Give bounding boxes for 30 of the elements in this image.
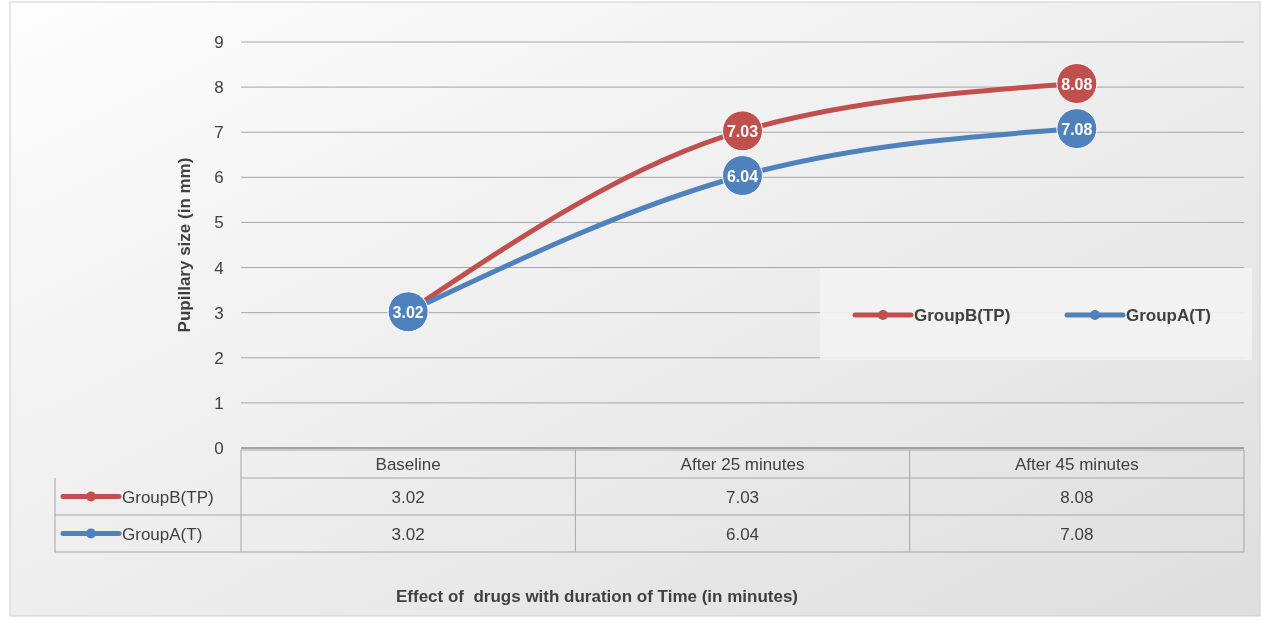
y-tick-label: 3 [214,303,224,323]
text: 3.02 [392,303,424,321]
text: 6.04 [726,167,759,185]
text: 7.03 [726,122,759,140]
data-label: 3.02 [391,524,425,544]
data-label: 6.04 [725,524,760,544]
y-tick-label: 9 [214,33,224,52]
y-axis-title: Pupillary size (in mm) [175,157,194,333]
x-tick-label: Baseline [375,455,441,474]
text: 8.08 [1061,75,1093,93]
data-label: 3.02 [391,487,425,507]
legend-label: GroupA(T) [1126,306,1211,325]
y-tick-label: 7 [214,123,224,143]
y-tick-label: 0 [214,439,224,458]
y-tick-label: 6 [214,168,224,188]
y-tick-label: 4 [214,258,224,278]
text: Effect of drugs with duration of Time (in minutes) [395,587,799,606]
x-tick-label: After 25 minutes [680,455,805,474]
text: GroupA(T) [122,524,203,544]
x-tick-label: After 45 minutes [1014,455,1139,474]
y-tick-label: 8 [214,78,224,98]
text: GroupB(TP) [122,487,214,507]
y-tick-label: 5 [214,213,224,233]
data-label: 7.08 [1060,524,1094,544]
y-tick-label: 1 [214,393,224,413]
y-tick-label: 2 [214,348,224,368]
text: 7.08 [1061,120,1093,138]
data-label: 7.03 [725,487,760,507]
data-label: 8.08 [1060,487,1094,507]
legend-label: GroupB(TP) [914,306,1011,325]
